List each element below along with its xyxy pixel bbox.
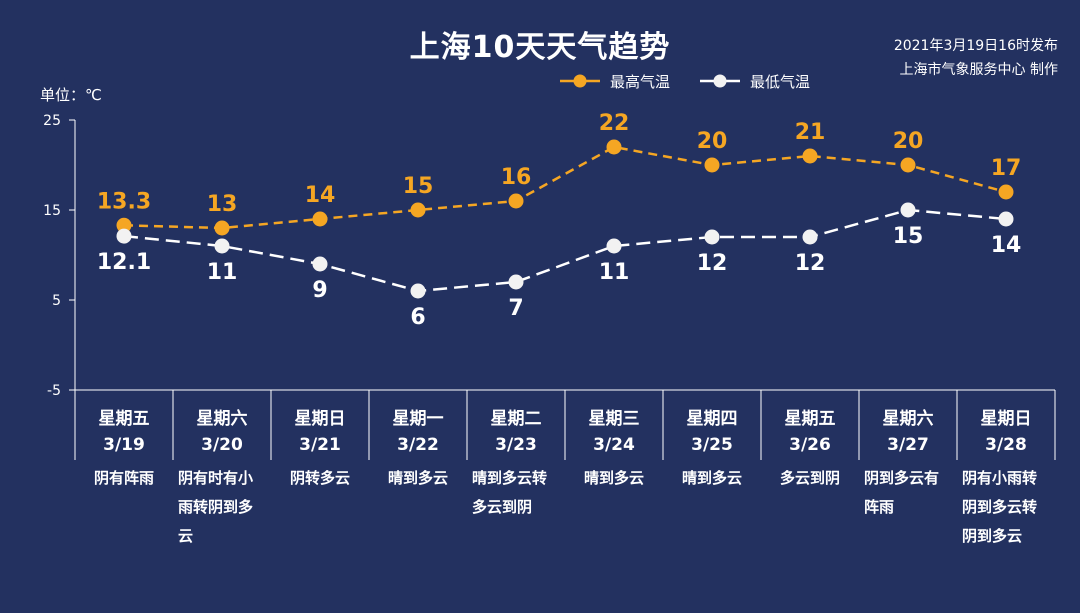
day-header: 星期四 3/25: [663, 392, 761, 455]
data-point-high: [606, 139, 622, 155]
data-point-low: [312, 256, 328, 272]
data-label-low: 15: [893, 224, 924, 249]
weather-description: 阴有小雨转阴到多云转阴到多云: [962, 469, 1038, 545]
page-title: 上海10天天气趋势: [409, 30, 671, 65]
data-label-high: 13: [207, 192, 238, 217]
day-header: 星期日 3/21: [271, 392, 369, 455]
data-point-low: [998, 211, 1014, 227]
date-label: 3/22: [397, 435, 439, 455]
day-header: 星期六 3/20: [173, 392, 271, 455]
data-label-high: 16: [501, 165, 532, 190]
data-label-low: 7: [508, 296, 523, 321]
data-label-high: 14: [305, 183, 336, 208]
day-header: 星期二 3/23: [467, 392, 565, 455]
data-label-low: 14: [991, 233, 1022, 258]
date-label: 3/20: [201, 435, 243, 455]
data-point-low: [802, 229, 818, 245]
data-point-high: [998, 184, 1014, 200]
data-label-high: 21: [795, 120, 826, 145]
series-line-low: [123, 208, 1007, 293]
legend-high-marker: [560, 74, 600, 88]
series-line-high: [123, 145, 1007, 230]
weather-description: 晴到多云: [681, 469, 742, 487]
legend-low-marker: [700, 74, 741, 88]
weather-description: 晴到多云转多云到阴: [472, 469, 548, 516]
data-point-low: [410, 283, 426, 299]
weather-description: 阴转多云: [289, 469, 350, 487]
data-point-high: [410, 202, 426, 218]
date-label: 3/19: [103, 435, 145, 455]
date-label: 3/26: [789, 435, 831, 455]
day-header: 星期日 3/28: [957, 392, 1055, 455]
weekday-label: 星期二: [490, 409, 542, 429]
date-label: 3/28: [985, 435, 1027, 455]
data-label-low: 9: [312, 278, 327, 303]
data-point-high: [312, 211, 328, 227]
data-label-high: 13.3: [97, 189, 151, 214]
data-point-high: [704, 157, 720, 173]
data-label-high: 22: [599, 111, 630, 136]
data-label-low: 12: [697, 251, 728, 276]
legend-item-low: 最低气温: [700, 71, 810, 92]
data-label-low: 6: [410, 305, 425, 330]
data-point-low: [900, 202, 916, 218]
data-point-high: [116, 217, 132, 233]
weekday-label: 星期三: [588, 409, 640, 429]
weather-description: 阴到多云有阵雨: [864, 469, 940, 516]
day-header: 星期五 3/19: [75, 392, 173, 455]
date-label: 3/21: [299, 435, 341, 455]
weekday-label: 星期日: [294, 409, 346, 429]
data-point-high: [214, 220, 230, 236]
data-point-high: [802, 148, 818, 164]
weekday-label: 星期一: [392, 409, 444, 429]
legend-low-label: 最低气温: [750, 72, 811, 91]
issuer-info: 2021年3月19日16时发布 上海市气象服务中心 制作: [894, 34, 1058, 82]
data-label-high: 17: [991, 156, 1022, 181]
y-tick-label: -5: [47, 383, 61, 399]
weather-description: 多云到阴: [779, 469, 840, 487]
weekday-label: 星期日: [980, 409, 1032, 429]
day-header: 星期一 3/22: [369, 392, 467, 455]
day-header: 星期六 3/27: [859, 392, 957, 455]
weather-description: 阴有时有小雨转阴到多云: [178, 469, 254, 545]
weekday-label: 星期五: [784, 409, 836, 429]
data-point-high: [900, 157, 916, 173]
chart-legend: 最高气温 最低气温: [560, 70, 840, 92]
date-label: 3/25: [691, 435, 733, 455]
day-header: 星期五 3/26: [761, 392, 859, 455]
issuer-org: 上海市气象服务中心 制作: [899, 62, 1058, 78]
weather-description: 晴到多云: [583, 469, 644, 487]
legend-item-high: 最高气温: [560, 71, 670, 92]
y-tick-label: 5: [52, 293, 61, 309]
data-label-high: 20: [697, 129, 728, 154]
data-label-low: 12: [795, 251, 826, 276]
unit-label: 单位：℃: [40, 86, 102, 104]
data-point-low: [508, 274, 524, 290]
y-tick-label: 15: [43, 203, 61, 219]
data-point-low: [606, 238, 622, 254]
date-label: 3/27: [887, 435, 929, 455]
weekday-label: 星期五: [98, 409, 150, 429]
date-label: 3/23: [495, 435, 537, 455]
legend-high-label: 最高气温: [610, 72, 671, 91]
data-point-high: [508, 193, 524, 209]
date-label: 3/24: [593, 435, 635, 455]
weekday-label: 星期四: [686, 409, 738, 429]
weather-description: 晴到多云: [387, 469, 448, 487]
weather-description: 阴有阵雨: [93, 469, 154, 487]
data-label-high: 20: [893, 129, 924, 154]
data-point-low: [214, 238, 230, 254]
weekday-label: 星期六: [882, 409, 934, 429]
weekday-label: 星期六: [196, 409, 248, 429]
y-tick-label: 25: [43, 113, 61, 129]
issue-time: 2021年3月19日16时发布: [893, 38, 1058, 54]
data-point-low: [116, 228, 132, 244]
data-point-low: [704, 229, 720, 245]
data-label-low: 11: [207, 260, 238, 285]
data-label-low: 12.1: [97, 250, 151, 275]
data-label-high: 15: [403, 174, 434, 199]
day-header: 星期三 3/24: [565, 392, 663, 455]
data-label-low: 11: [599, 260, 630, 285]
